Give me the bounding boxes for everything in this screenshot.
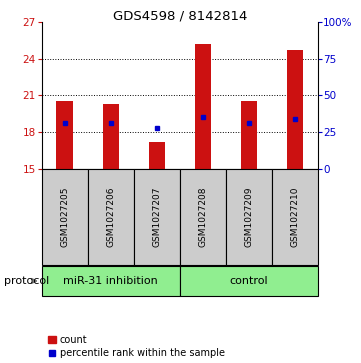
Bar — [103, 104, 119, 169]
Text: control: control — [229, 276, 268, 286]
Bar — [148, 142, 165, 169]
Text: GSM1027210: GSM1027210 — [290, 187, 299, 247]
Text: protocol: protocol — [4, 276, 49, 286]
Text: GSM1027209: GSM1027209 — [244, 187, 253, 247]
Bar — [195, 44, 211, 169]
Bar — [287, 50, 303, 169]
Bar — [42, 169, 88, 265]
Legend: count, percentile rank within the sample: count, percentile rank within the sample — [48, 335, 225, 358]
Bar — [180, 266, 318, 296]
Text: GSM1027206: GSM1027206 — [106, 187, 115, 247]
Text: GDS4598 / 8142814: GDS4598 / 8142814 — [113, 9, 248, 22]
Bar — [180, 169, 226, 265]
Bar — [42, 266, 180, 296]
Text: GSM1027207: GSM1027207 — [152, 187, 161, 247]
Bar — [226, 169, 271, 265]
Text: miR-31 inhibition: miR-31 inhibition — [63, 276, 158, 286]
Bar — [134, 169, 180, 265]
Text: GSM1027205: GSM1027205 — [60, 187, 69, 247]
Bar — [240, 101, 257, 169]
Bar — [271, 169, 318, 265]
Text: GSM1027208: GSM1027208 — [198, 187, 207, 247]
Bar — [56, 101, 73, 169]
Bar — [88, 169, 134, 265]
